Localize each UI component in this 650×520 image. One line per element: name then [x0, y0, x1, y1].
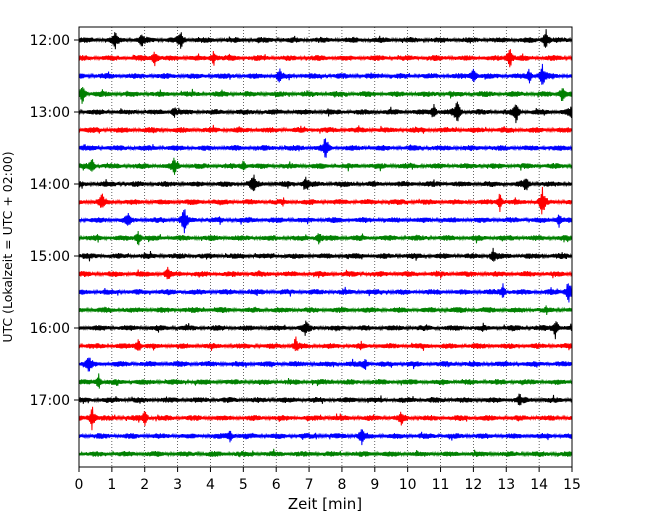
- x-tick-label: 3: [173, 477, 182, 493]
- x-axis-label: Zeit [min]: [288, 495, 362, 513]
- x-tick-label: 11: [432, 477, 450, 493]
- x-tick-label: 1: [107, 477, 116, 493]
- y-tick-label: 13:00: [30, 105, 70, 121]
- seismic-trace: [78, 373, 573, 389]
- x-axis-ticks: 0 1 2 3 4 5 6 7 8 9 10 11 12 13 14 15: [75, 467, 581, 493]
- seismic-trace: [78, 138, 573, 158]
- x-tick-label: 4: [206, 477, 215, 493]
- seismic-trace: [78, 230, 573, 246]
- y-tick-label: 15:00: [30, 249, 70, 265]
- seismic-trace: [78, 186, 573, 215]
- seismic-trace: [78, 101, 573, 124]
- seismic-traces: [78, 29, 573, 458]
- seismic-trace: [78, 86, 573, 104]
- seismic-trace: [78, 124, 573, 134]
- seismic-trace: [78, 406, 573, 431]
- x-tick-label: 14: [530, 477, 548, 493]
- seismic-trace: [78, 266, 573, 280]
- seismic-trace: [78, 49, 573, 68]
- x-tick-label: 5: [239, 477, 248, 493]
- seismic-trace: [78, 29, 573, 50]
- seismic-trace: [78, 305, 573, 316]
- seismic-trace: [78, 209, 573, 234]
- x-tick-label: 9: [370, 477, 379, 493]
- y-tick-label: 17:00: [30, 393, 70, 409]
- seismic-trace: [78, 157, 573, 175]
- seismic-trace: [78, 63, 573, 85]
- x-tick-label: 15: [563, 477, 581, 493]
- x-tick-label: 12: [464, 477, 482, 493]
- seismic-trace: [78, 336, 573, 352]
- seismic-trace: [78, 429, 573, 446]
- x-tick-label: 6: [272, 477, 281, 493]
- y-axis-label: UTC (Lokalzeit = UTC + 02:00): [0, 151, 15, 342]
- seismic-trace: [78, 283, 573, 303]
- x-tick-label: 7: [305, 477, 314, 493]
- x-tick-label: 13: [497, 477, 515, 493]
- seismic-trace: [78, 247, 573, 262]
- plot-frame: [78, 26, 573, 468]
- y-tick-label: 14:00: [30, 177, 70, 193]
- seismic-trace: [78, 320, 573, 340]
- y-tick-label: 12:00: [30, 33, 70, 49]
- x-tick-label: 2: [140, 477, 149, 493]
- x-tick-label: 10: [399, 477, 417, 493]
- vertical-gridlines: [111, 27, 540, 467]
- y-tick-label: 16:00: [30, 321, 70, 337]
- seismic-trace: [78, 448, 573, 458]
- seismic-trace: [78, 357, 573, 372]
- seismic-trace: [78, 393, 573, 406]
- x-tick-label: 0: [75, 477, 84, 493]
- seismic-trace: [78, 174, 573, 192]
- y-axis-ticks: 12:00 13:00 14:00 15:00 16:00 17:00: [30, 33, 79, 409]
- x-tick-label: 8: [337, 477, 346, 493]
